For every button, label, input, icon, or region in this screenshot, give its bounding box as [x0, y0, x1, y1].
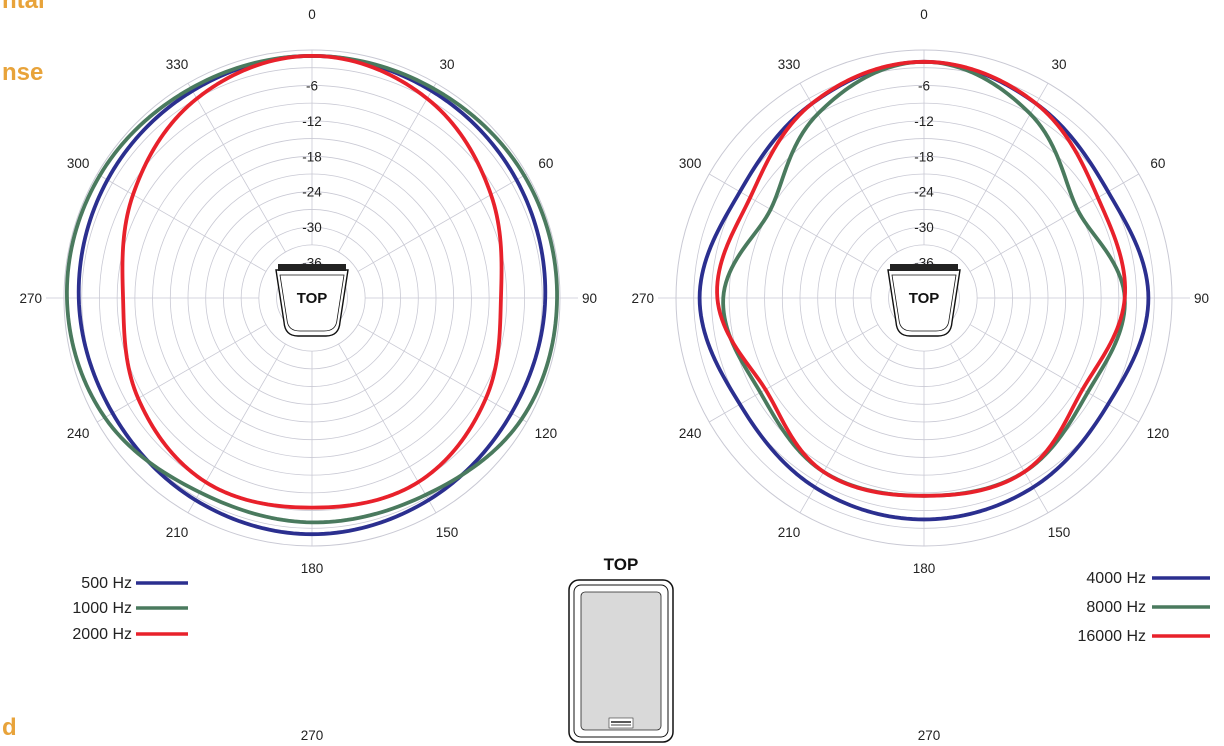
- radial-tick-label: -12: [914, 114, 934, 129]
- legend-label: 1000 Hz: [72, 600, 132, 617]
- angle-label: 0: [308, 7, 316, 22]
- angle-labels-right: 0 30 60 90 120 150 180 210 240 270 300 3…: [631, 7, 1209, 576]
- legend-item: 2000 Hz: [72, 626, 188, 643]
- angle-label: 0: [920, 7, 928, 22]
- legend-label: 4000 Hz: [1086, 570, 1146, 587]
- angle-label: 270: [19, 291, 42, 306]
- speaker-top-icon: TOP: [887, 264, 961, 337]
- grid-spoke: [969, 324, 1139, 423]
- legend-item: 8000 Hz: [1086, 599, 1210, 616]
- angle-label: 300: [67, 156, 90, 171]
- legend-item: 16000 Hz: [1078, 628, 1210, 645]
- series-line: [697, 59, 1151, 522]
- series-line: [715, 59, 1127, 498]
- polar-chart-right: -6 -12 -18 -24 -30 -36 0 30 60 90 120 15…: [631, 7, 1210, 645]
- grid-spoke: [969, 173, 1139, 272]
- angle-label: 30: [1051, 57, 1066, 72]
- radial-tick-label: -24: [302, 185, 322, 200]
- angle-label: 210: [778, 525, 801, 540]
- grid-spoke: [709, 324, 879, 423]
- series-lines-left: [65, 54, 559, 537]
- radial-tick-label: -12: [302, 114, 322, 129]
- grid-spoke: [187, 343, 286, 513]
- angle-label: 300: [679, 156, 702, 171]
- angle-label: 120: [535, 426, 558, 441]
- legend-left: 500 Hz 1000 Hz 2000 Hz: [72, 575, 188, 643]
- radial-tick-label: -6: [918, 78, 930, 93]
- angle-label: 210: [166, 525, 189, 540]
- speaker-icon-label: TOP: [909, 290, 940, 307]
- device-grille: [580, 591, 662, 731]
- angle-label: 150: [1048, 525, 1071, 540]
- radial-tick-label: -24: [914, 185, 934, 200]
- grid-spoke: [97, 173, 267, 272]
- angle-label: 240: [679, 426, 702, 441]
- angle-labels-left: 0 30 60 90 120 150 180 210 240 270 300 3…: [19, 7, 597, 576]
- heading-fragment-2: nse: [2, 59, 43, 86]
- angle-label: 240: [67, 426, 90, 441]
- angle-label: 270: [631, 291, 654, 306]
- angle-label: 150: [436, 525, 459, 540]
- angle-label: 330: [166, 57, 189, 72]
- grid-spoke: [338, 343, 437, 513]
- heading-fragment-1: ntal: [2, 0, 45, 14]
- legend-label: 16000 Hz: [1078, 628, 1147, 645]
- angle-label: 90: [582, 291, 597, 306]
- device-top-label: TOP: [604, 555, 639, 574]
- legend-label: 500 Hz: [81, 575, 132, 592]
- grid-spoke: [709, 173, 879, 272]
- radial-tick-label: -30: [914, 220, 934, 235]
- grid-spoke: [799, 83, 898, 253]
- legend-item: 500 Hz: [81, 575, 188, 592]
- angle-label: 90: [1194, 291, 1209, 306]
- angle-label: 60: [538, 156, 553, 171]
- angle-label: 180: [301, 561, 324, 576]
- bottom-angle-label-right: 270: [918, 728, 941, 743]
- device-logo-badge: [608, 717, 634, 729]
- bottom-angle-label-left: 270: [301, 728, 324, 743]
- series-line: [76, 54, 548, 537]
- radial-tick-label: -18: [302, 149, 322, 164]
- device-front-view: TOP: [568, 555, 674, 743]
- angle-label: 180: [913, 561, 936, 576]
- device-inner-frame: [573, 584, 669, 738]
- polar-grid-left: [46, 49, 578, 547]
- series-line: [120, 54, 504, 510]
- radial-tick-label: -6: [306, 78, 318, 93]
- grid-spoke: [950, 343, 1049, 513]
- speaker-icon-label: TOP: [297, 290, 328, 307]
- polar-grid-right: [658, 49, 1190, 547]
- radial-tick-labels-left: -6 -12 -18 -24 -30 -36: [302, 78, 322, 270]
- grid-spoke: [799, 343, 898, 513]
- grid-spoke: [950, 83, 1049, 253]
- radial-tick-label: -18: [914, 149, 934, 164]
- legend-item: 4000 Hz: [1086, 570, 1210, 587]
- angle-label: 60: [1150, 156, 1165, 171]
- polar-chart-left: -6 -12 -18 -24 -30 -36 0 30 60 90 120 15…: [19, 7, 597, 643]
- heading-fragment-3: d: [2, 714, 17, 741]
- grid-spoke: [357, 324, 527, 423]
- legend-label: 8000 Hz: [1086, 599, 1146, 616]
- grid-spoke: [187, 83, 286, 253]
- grid-spoke: [97, 324, 267, 423]
- series-line: [65, 54, 559, 525]
- grid-spoke: [338, 83, 437, 253]
- speaker-top-icon: TOP: [275, 264, 349, 337]
- series-lines-right: [697, 59, 1151, 522]
- legend-right: 4000 Hz 8000 Hz 16000 Hz: [1078, 570, 1210, 645]
- angle-label: 330: [778, 57, 801, 72]
- angle-label: 120: [1147, 426, 1170, 441]
- angle-label: 30: [439, 57, 454, 72]
- radial-tick-label: -30: [302, 220, 322, 235]
- legend-label: 2000 Hz: [72, 626, 132, 643]
- grid-spoke: [357, 173, 527, 272]
- legend-item: 1000 Hz: [72, 600, 188, 617]
